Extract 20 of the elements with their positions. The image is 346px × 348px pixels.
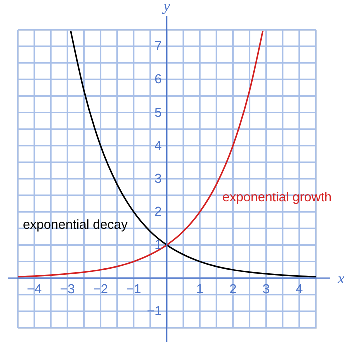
y-axis-title: y xyxy=(162,0,171,15)
x-tick-label: −4 xyxy=(27,281,42,296)
x-tick-label: 1 xyxy=(196,281,204,296)
x-axis-title: x xyxy=(337,271,345,288)
y-tick-label: 4 xyxy=(154,138,162,153)
x-tick-label: 3 xyxy=(262,281,270,296)
y-tick-label: 2 xyxy=(154,204,162,220)
y-tick-label: −1 xyxy=(147,303,162,318)
series-label: exponential growth xyxy=(222,190,332,205)
x-tick-label: −2 xyxy=(93,281,108,296)
y-tick-label: 3 xyxy=(154,171,162,186)
y-tick-label: 7 xyxy=(154,38,162,54)
x-tick-label: 2 xyxy=(230,281,237,296)
x-tick-label: −3 xyxy=(60,281,76,296)
x-tick-label: −1 xyxy=(126,281,142,296)
x-tick-label: 4 xyxy=(296,281,304,296)
y-tick-label: 5 xyxy=(154,104,162,120)
series-label: exponential decay xyxy=(23,217,128,232)
y-tick-label: 6 xyxy=(154,72,162,87)
y-tick-label: 1 xyxy=(154,237,162,252)
